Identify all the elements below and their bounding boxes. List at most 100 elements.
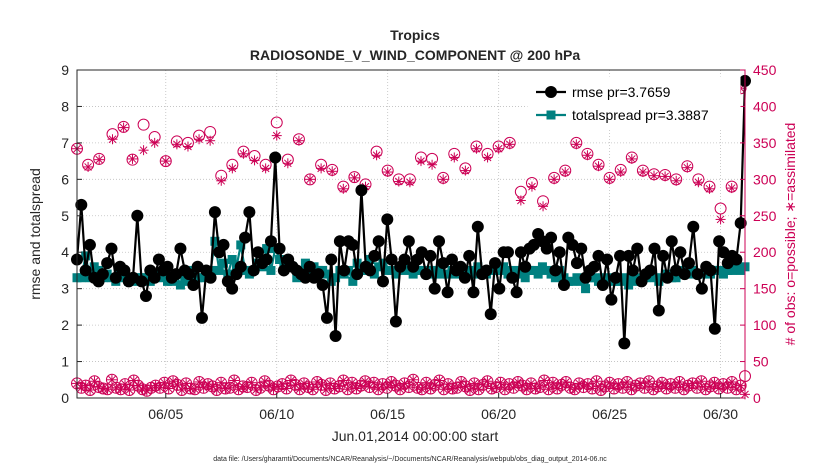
obs_assimilated-point (412, 382, 423, 393)
totalspread-point (331, 273, 341, 283)
obs_possible-point (367, 376, 380, 389)
left-axis: 0 1 2 3 4 5 6 7 8 9 (61, 62, 82, 406)
obs_assimilated-point (333, 381, 344, 392)
obs_assimilated-point (691, 382, 702, 393)
rmse-point (549, 264, 562, 277)
rmse-point (372, 235, 385, 248)
data-file-footer: data file: /Users/gharamti/Documents/NCA… (213, 456, 607, 463)
obs_possible-point (730, 383, 743, 396)
obs_assimilated_upper-point (282, 158, 293, 169)
obs_assimilated_upper-point (293, 135, 304, 146)
obs_assimilated-point (565, 382, 576, 393)
obs_assimilated-point (246, 377, 257, 388)
obs_assimilated-point (102, 384, 113, 395)
obs_assimilated_upper-point (194, 134, 205, 145)
obs_assimilated-point (434, 375, 445, 386)
obs_assimilated_upper-point (415, 156, 426, 167)
rmse-point (101, 257, 114, 270)
obs_assimilated-point (172, 379, 183, 390)
rmse-point (458, 271, 471, 284)
y-right-tick-label-6: 300 (753, 171, 777, 187)
obs_assimilated-point (320, 384, 331, 395)
totalspread-point (219, 258, 229, 268)
obs_assimilated-point (216, 377, 227, 388)
obs_assimilated_upper-point (726, 183, 737, 194)
rmse-point (79, 264, 92, 277)
rmse-point (312, 268, 325, 281)
obs_assimilated_upper-point (94, 154, 105, 165)
rmse-point (273, 242, 286, 255)
obs_assimilated-point (106, 374, 117, 385)
rmse-point (195, 311, 208, 324)
rmse-point (424, 249, 437, 262)
rmse-point (691, 268, 704, 281)
rmse-point (682, 257, 695, 270)
obs_assimilated-point (421, 377, 432, 388)
obs_assimilated-point (469, 378, 480, 389)
obs_assimilated-point (622, 376, 633, 387)
rmse-point (247, 264, 260, 277)
obs_assimilated_upper-point (138, 145, 149, 156)
rmse-point (299, 271, 312, 284)
y-right-tick-label-7: 350 (753, 135, 777, 151)
rmse-point (644, 264, 657, 277)
rmse-point (402, 235, 415, 248)
rmse-point (152, 253, 165, 266)
obs_assimilated-point (338, 375, 349, 386)
obs_assimilated_upper-point (393, 176, 404, 187)
obs_assimilated-point (604, 377, 615, 388)
obs_possible-point (389, 379, 402, 392)
rmse-point (575, 242, 588, 255)
obs_assimilated-point (504, 379, 515, 390)
rmse-point (204, 271, 217, 284)
obs_assimilated-point (556, 379, 567, 390)
rmse-point (252, 246, 265, 259)
obs_assimilated_upper-point (107, 134, 118, 145)
rmse-point (316, 279, 329, 292)
obs_assimilated-point (617, 382, 628, 393)
obs_assimilated_upper-point (682, 162, 693, 173)
rmse-point (618, 337, 631, 350)
obs_assimilated-point (526, 378, 537, 389)
rmse-point (351, 268, 364, 281)
rmse-point (333, 235, 346, 248)
rmse-point (467, 286, 480, 299)
obs_possible-point (664, 378, 677, 391)
obs_assimilated-point (229, 375, 240, 386)
obs_assimilated-point (163, 383, 174, 394)
legend-rmse-swatch-marker (545, 86, 557, 98)
rmse-point (519, 260, 532, 273)
rmse-point (510, 286, 523, 299)
rmse-point (433, 235, 446, 248)
obs_assimilated-point (591, 376, 602, 387)
obs_assimilated-point (600, 381, 611, 392)
rmse-point (226, 282, 239, 295)
rmse-point (480, 264, 493, 277)
totalspread-point (550, 273, 560, 283)
rmse-point (376, 275, 389, 288)
totalspread-point (262, 244, 272, 254)
obs_assimilated_upper-point (227, 163, 238, 174)
y-left-tick-label-4: 4 (61, 244, 69, 260)
rmse-point (364, 264, 377, 277)
rmse-point (303, 260, 316, 273)
obs_assimilated_upper-point (438, 174, 449, 185)
y-right-tick-label-9: 450 (753, 62, 777, 78)
rmse-point (648, 242, 661, 255)
rmse-point (540, 242, 553, 255)
obs_assimilated-point (718, 379, 729, 390)
rmse-point (570, 257, 583, 270)
rmse-point (135, 275, 148, 288)
obs_assimilated-point (430, 379, 441, 390)
rmse-point (208, 206, 221, 219)
rmse-point (713, 235, 726, 248)
totalspread-point (499, 262, 509, 272)
obs_possible-point (638, 381, 651, 394)
obs_assimilated-point (198, 382, 209, 393)
obs_possible-point (542, 383, 555, 396)
rmse-point (674, 246, 687, 259)
obs_assimilated-point (674, 376, 685, 387)
obs_assimilated-point (539, 375, 550, 386)
y-left-tick-label-3: 3 (61, 281, 69, 297)
obs_assimilated_upper-point (649, 170, 660, 181)
